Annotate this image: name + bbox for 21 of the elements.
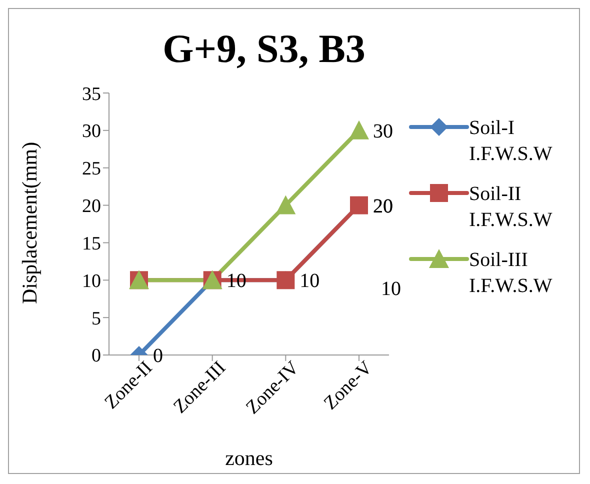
y-tick-label: 10 xyxy=(82,270,101,292)
chart-title: G+9, S3, B3 xyxy=(162,25,366,73)
y-tick-label: 5 xyxy=(92,308,101,330)
point xyxy=(276,195,296,214)
annotation: 10 xyxy=(381,278,401,300)
data-label: 30 xyxy=(373,120,393,143)
y-tick-label: 30 xyxy=(82,121,101,142)
legend-label: Soil-I I.F.W.S.W xyxy=(469,116,554,167)
y-tick-label: 25 xyxy=(82,158,101,180)
y-tick-label: 0 xyxy=(92,346,101,367)
legend-label: Soil-III I.F.W.S.W xyxy=(469,248,554,299)
data-label: 10 xyxy=(300,270,320,292)
point xyxy=(349,120,369,140)
data-label: 0 xyxy=(153,345,163,368)
y-tick-label: 15 xyxy=(82,233,101,254)
y-tick-label: 35 xyxy=(82,84,101,105)
data-label: 20 xyxy=(373,195,393,218)
legend-label: Soil-II I.F.W.S.W xyxy=(469,182,554,233)
y-tick-label: 20 xyxy=(82,196,101,218)
x-axis-title: zones xyxy=(225,446,273,470)
y-axis-title: Displacement(mm) xyxy=(17,142,42,304)
